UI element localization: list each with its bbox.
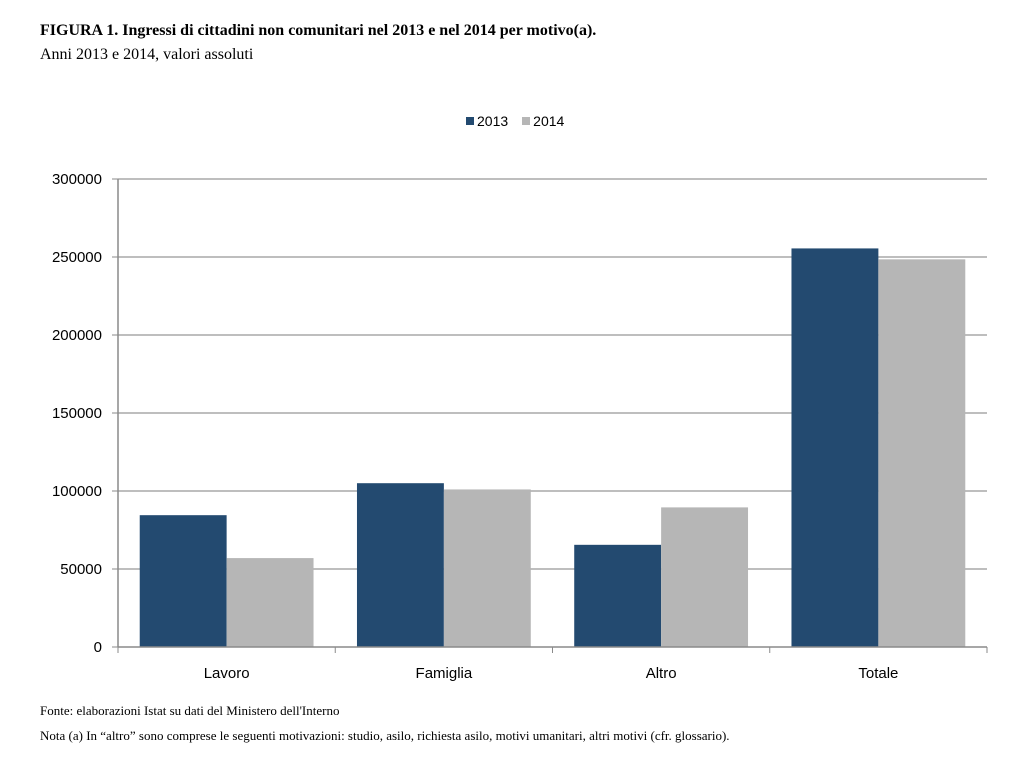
bar-totale-2013 xyxy=(791,248,879,648)
bar-lavoro-2014 xyxy=(226,558,314,647)
y-tick-label: 250000 xyxy=(52,249,102,266)
y-tick-label: 0 xyxy=(94,639,102,656)
bar-lavoro-2013 xyxy=(139,515,227,647)
x-tick-label: Altro xyxy=(646,665,677,682)
bar-famiglia-2014 xyxy=(443,489,531,647)
footnote: Nota (a) In “altro” sono comprese le seg… xyxy=(40,728,730,743)
legend-item-2014: 2014 xyxy=(522,113,564,129)
x-tick-label: Famiglia xyxy=(416,665,473,682)
legend-item-2013: 2013 xyxy=(466,113,508,129)
y-tick-label: 200000 xyxy=(52,327,102,344)
legend-swatch-2013 xyxy=(466,117,474,125)
legend-swatch-2014 xyxy=(522,117,531,125)
y-tick-label: 300000 xyxy=(52,171,102,188)
y-tick-label: 50000 xyxy=(60,561,102,578)
figure-title: FIGURA 1. Ingressi di cittadini non comu… xyxy=(40,22,597,39)
bar-totale-2014 xyxy=(878,259,966,647)
figure-subtitle: Anni 2013 e 2014, valori assoluti xyxy=(40,46,254,63)
y-tick-label: 100000 xyxy=(52,483,102,500)
y-tick-label: 150000 xyxy=(52,405,102,422)
source-note: Fonte: elaborazioni Istat su dati del Mi… xyxy=(40,703,340,718)
bar-famiglia-2013 xyxy=(356,483,444,647)
legend-label-2013: 2013 xyxy=(477,113,509,129)
bar-altro-2014 xyxy=(661,507,749,647)
x-tick-label: Totale xyxy=(858,665,898,682)
bar-altro-2013 xyxy=(574,544,662,647)
x-tick-label: Lavoro xyxy=(204,665,250,682)
bar-chart: 0 50000 100000 150000 200000 250000 300000 Lavo… xyxy=(52,171,988,682)
chart-legend: 2013 2014 xyxy=(466,113,578,129)
legend-label-2014: 2014 xyxy=(533,113,565,129)
